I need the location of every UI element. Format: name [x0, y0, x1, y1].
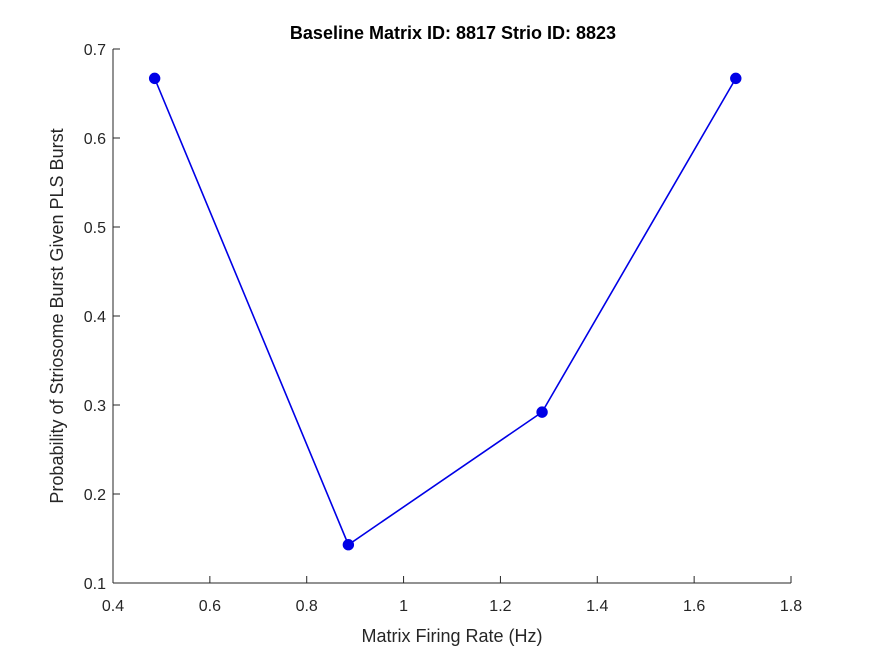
data-point-marker: [342, 539, 355, 551]
y-ticks: 0.1 0.2 0.3 0.4 0.5 0.6 0.7: [84, 42, 120, 593]
data-point-marker: [536, 406, 548, 418]
x-tick-label: 0.6: [199, 598, 221, 615]
x-tick-label: 0.8: [296, 598, 318, 615]
y-tick-label: 0.7: [84, 42, 106, 59]
x-tick-label: 0.4: [102, 598, 124, 615]
y-tick-label: 0.4: [84, 309, 106, 326]
y-tick-label: 0.1: [84, 576, 106, 593]
data-point-marker: [148, 72, 161, 85]
y-tick-label: 0.3: [84, 398, 106, 415]
x-tick-label: 1.6: [683, 598, 705, 615]
x-tick-label: 1.8: [780, 598, 802, 615]
x-tick-label: 1: [399, 598, 408, 615]
x-tick-label: 1.4: [586, 598, 608, 615]
x-ticks: 0.4 0.6 0.8 1 1.2 1.4 1.6 1.8: [102, 576, 802, 615]
axes: 0.4 0.6 0.8 1 1.2 1.4 1.6 1.8 0.10.20.30.40.50.…: [84, 42, 802, 615]
y-tick-label: 0.2: [84, 487, 106, 504]
y-tick-label: 0.6: [84, 131, 106, 148]
series-line: [153, 77, 737, 546]
chart-title: Baseline Matrix ID: 8817 Strio ID: 8823: [290, 23, 616, 43]
y-tick-label: 0.5: [84, 220, 106, 237]
plot-series: [148, 72, 742, 551]
x-tick-label: 1.2: [489, 598, 511, 615]
x-axis-label: Matrix Firing Rate (Hz): [361, 626, 542, 646]
y-axis-label: Probability of Striosome Burst Given PLS…: [47, 128, 67, 503]
data-point-marker: [730, 72, 742, 85]
